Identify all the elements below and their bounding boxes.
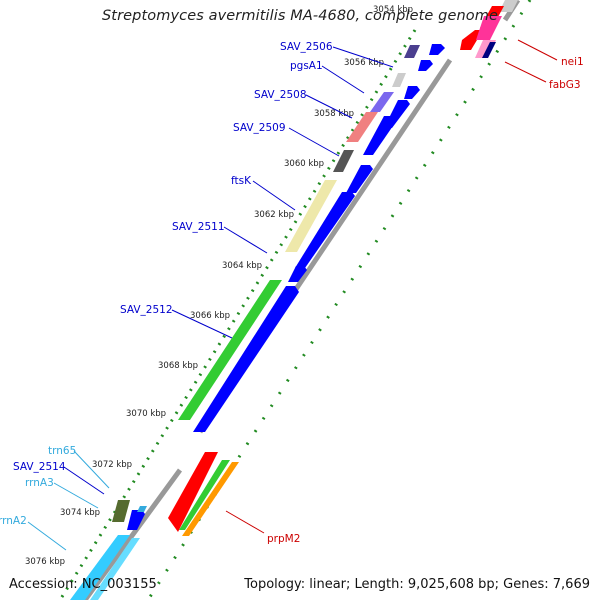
label-SAV_2514[interactable]: SAV_2514 [13,461,66,473]
gene-rrnA2-box[interactable] [70,535,130,600]
tick-label: 3058 kbp [314,109,354,119]
gene-arrow-6[interactable] [346,165,373,193]
leader-SAV_2506 [332,46,394,68]
leader-nei1 [517,39,558,61]
gene-labels: SAV_2506 pgsA1 SAV_2508 SAV_2509 ftsK SA… [0,41,584,545]
gene-trn65-mark[interactable] [137,506,147,512]
gene-SAV_2511-box[interactable] [285,180,337,252]
tick-label: 3066 kbp [190,311,230,321]
label-prpM2[interactable]: prpM2 [267,533,300,545]
label-SAV_2508[interactable]: SAV_2508 [254,89,307,101]
leader-SAV_2512 [171,309,233,339]
genome-title: Streptomyces avermitilis MA-4680, comple… [102,8,498,24]
label-ftsK[interactable]: ftsK [231,175,252,187]
gene-SAV_2506-box[interactable] [404,45,420,58]
tick-label: 3064 kbp [222,261,262,271]
gene-SAV_2514-box[interactable] [112,500,130,522]
gene-arrow-3[interactable] [404,86,420,99]
gene-SAV_2512-box[interactable] [178,280,282,420]
label-rrnA3[interactable]: rrnA3 [25,477,54,489]
label-trn65[interactable]: trn65 [48,445,76,457]
label-SAV_2506[interactable]: SAV_2506 [280,41,333,53]
gene-fabG3-blue[interactable] [482,42,496,58]
tick-label: 3068 kbp [158,361,198,371]
gene-prpM2-orange[interactable] [182,462,239,536]
gene-rrnA2-box-b[interactable] [90,538,140,600]
gene-arrow-5[interactable] [363,116,397,155]
label-SAV_2509[interactable]: SAV_2509 [233,122,286,134]
tick-label: 3056 kbp [344,58,384,68]
leader-fabG3 [504,61,547,83]
feature-group-upper [178,44,445,432]
gene-SAV_2509-box[interactable] [346,112,378,142]
gene-arrow-8[interactable] [288,266,307,282]
label-pgsA1[interactable]: pgsA1 [290,60,323,72]
gene-nei1-box-top[interactable] [499,0,518,12]
gene-pgsA1-box[interactable] [392,73,406,87]
feature-group-right [168,0,518,536]
topology-label: Topology: linear; Length: 9,025,608 bp; … [244,577,590,592]
leader-lines [27,39,558,551]
leader-pgsA1 [321,65,365,94]
gene-SAV_2508-box[interactable] [370,92,394,112]
tick-label: 3054 kbp [373,5,413,15]
gene-arrow-10[interactable] [127,510,145,530]
gene-arrow-2[interactable] [418,60,433,71]
label-SAV_2511[interactable]: SAV_2511 [172,221,225,233]
leader-SAV_2509 [288,127,340,157]
tick-label: 3062 kbp [254,210,294,220]
label-rrnA2[interactable]: rrnA2 [0,515,27,527]
gene-nei1-arrow[interactable] [460,30,483,50]
tick-label: 3072 kbp [92,460,132,470]
tick-label: 3076 kbp [25,557,65,567]
accession-label: Accession: NC_003155 [9,577,157,592]
gene-arrow-7[interactable] [295,192,355,268]
leader-prpM2 [225,510,265,534]
gene-ftsK-box-dark[interactable] [333,150,354,172]
gene-prpM2-green[interactable] [179,460,230,530]
tick-label: 3060 kbp [284,159,324,169]
gene-arrow-1[interactable] [429,44,445,55]
leader-trn65 [73,450,110,489]
leader-SAV_2508 [305,94,353,119]
ruler-dots-left [58,29,417,600]
label-nei1[interactable]: nei1 [561,56,584,68]
leader-SAV_2514 [63,466,105,495]
leader-ftsK [252,180,296,211]
gene-prpM2-red[interactable] [168,452,218,532]
leader-rrnA2 [27,521,67,551]
gene-fabG3-box[interactable] [476,16,502,40]
feature-group-lower [70,500,147,600]
backbone-lower [82,468,183,600]
tick-label: 3070 kbp [126,409,166,419]
tick-labels: 3054 kbp 3056 kbp 3058 kbp 3060 kbp 3062… [25,5,413,567]
label-fabG3[interactable]: fabG3 [549,79,581,91]
label-SAV_2512[interactable]: SAV_2512 [120,304,173,316]
tick-label: 3074 kbp [60,508,100,518]
leader-rrnA3 [53,482,99,509]
gene-arrow-9[interactable] [193,286,299,432]
leader-SAV_2511 [223,226,268,254]
